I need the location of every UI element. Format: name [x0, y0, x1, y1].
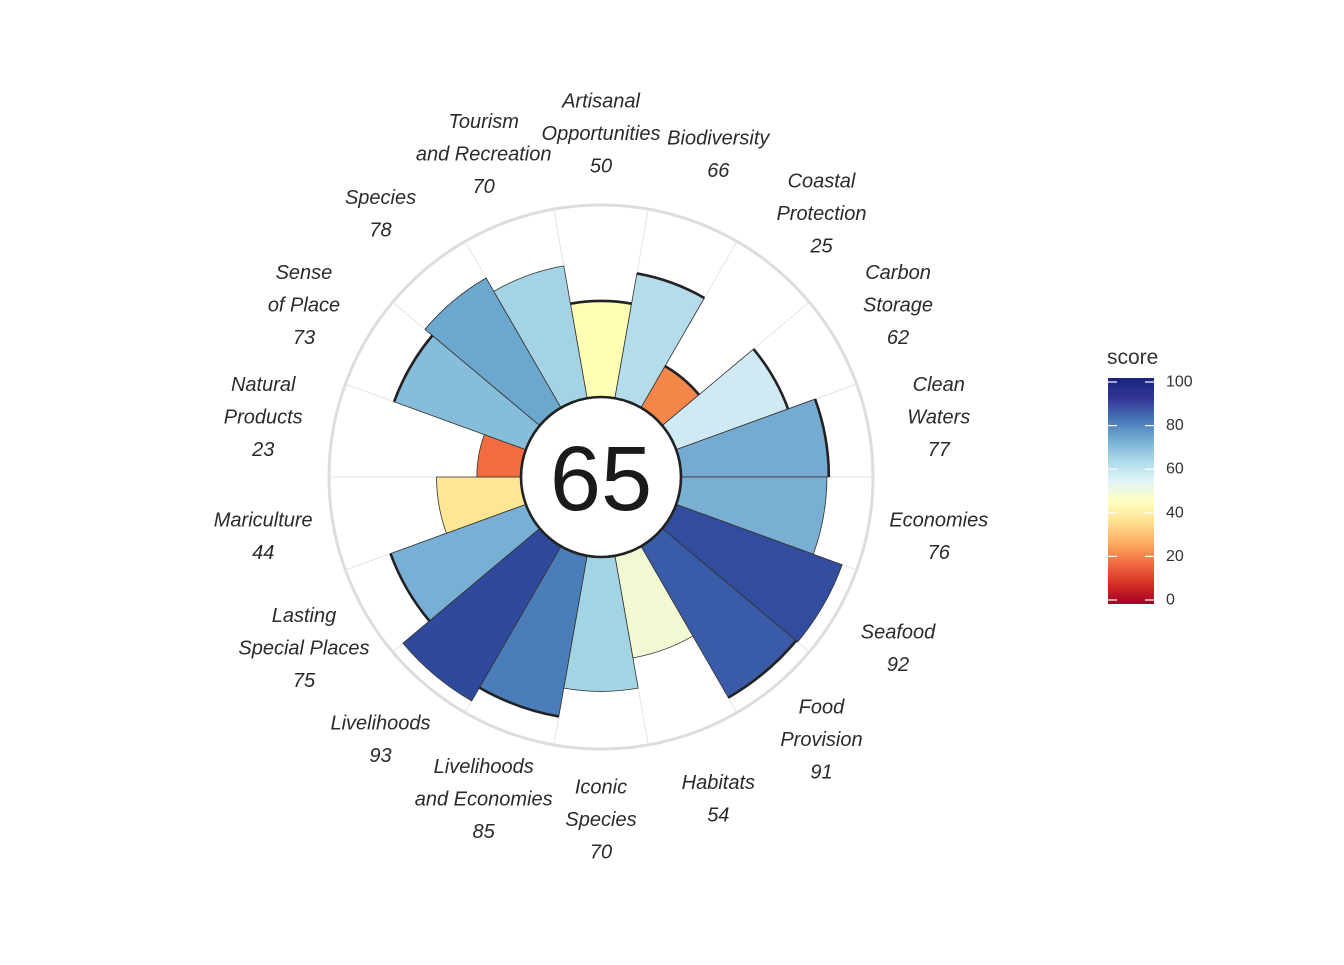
legend-tick-label: 80 — [1166, 417, 1184, 434]
petal-label-artisanal-opportunities: Artisanal Opportunities 50 — [542, 91, 661, 178]
petal-label-economies: Economies 76 — [889, 509, 988, 564]
petal-value: 44 — [252, 542, 274, 564]
petal-label-line: Tourism — [448, 111, 518, 133]
petal-label-line: Iconic — [575, 777, 627, 799]
petal-value: 62 — [887, 327, 909, 349]
petal-carbon-storage-outline — [752, 348, 790, 410]
petal-label-line: Species — [345, 187, 416, 209]
petal-label-line: Waters — [907, 406, 970, 428]
petal-label-line: Artisanal — [561, 91, 640, 113]
petal-value: 77 — [928, 439, 951, 461]
petal-label-habitats: Habitats 54 — [682, 772, 755, 827]
petal-label-natural-products: Natural Products 23 — [224, 374, 303, 461]
petal-value: 73 — [293, 327, 315, 349]
petal-value: 23 — [251, 439, 274, 461]
petal-value: 25 — [809, 236, 833, 258]
legend-tick-label: 60 — [1166, 461, 1184, 478]
petal-value: 54 — [707, 805, 729, 827]
petal-lasting-special-places-outline — [389, 553, 431, 622]
petal-label-line: Biodiversity — [667, 127, 770, 149]
petal-value: 66 — [707, 160, 730, 182]
petal-label-food-provision: Food Provision 91 — [780, 696, 862, 783]
legend-colorbar — [1108, 378, 1154, 604]
petal-label-line: Livelihoods — [330, 713, 430, 735]
petal-biodiversity-outline — [636, 272, 706, 300]
petal-label-clean-waters: Clean Waters 77 — [907, 374, 970, 461]
center-disc — [519, 395, 683, 559]
petal-label-seafood: Seafood 92 — [861, 621, 936, 676]
legend-title: score — [1107, 346, 1158, 369]
petal-value: 70 — [473, 176, 495, 198]
petal-label-line: Carbon — [865, 262, 931, 284]
petal-coastal-protection-outline — [664, 365, 701, 396]
petal-clean-waters-outline — [813, 398, 831, 478]
petal-label-line: Livelihoods — [434, 756, 534, 778]
petal-value: 93 — [369, 745, 391, 767]
petal-livelihoods-and-economies-outline — [478, 686, 559, 718]
petal-label-line: Opportunities — [542, 123, 661, 145]
petal-label-line: and Economies — [415, 788, 553, 810]
petal-value: 76 — [928, 542, 951, 564]
petal-label-mariculture: Mariculture 44 — [214, 509, 313, 564]
petal-artisanal-opportunities-outline — [570, 299, 632, 305]
petal-label-lasting-special-places: Lasting Special Places 75 — [238, 605, 369, 692]
legend-tick-label: 100 — [1166, 374, 1193, 391]
petal-label-line: Seafood — [861, 621, 936, 643]
petal-label-line: Coastal — [788, 171, 856, 193]
legend-tick-label: 20 — [1166, 548, 1184, 565]
petal-label-line: Special Places — [238, 638, 369, 660]
petal-value: 70 — [590, 842, 612, 864]
petal-label-line: Products — [224, 406, 303, 428]
petal-label-line: Clean — [913, 374, 965, 396]
petal-label-line: Economies — [889, 509, 988, 531]
petal-value: 91 — [810, 761, 832, 783]
legend: score 0 20 40 60 80 100 — [1107, 346, 1193, 609]
petal-label-line: and Recreation — [416, 144, 552, 166]
petal-label-sense-of-place: Sense of Place 73 — [268, 262, 340, 349]
petal-label-line: Mariculture — [214, 509, 313, 531]
petal-label-livelihoods: Livelihoods 93 — [330, 713, 430, 768]
petal-label-line: Food — [799, 696, 845, 718]
petal-food-provision-outline — [727, 639, 798, 699]
petal-label-line: Lasting — [272, 605, 337, 627]
petal-label-biodiversity: Biodiversity 66 — [667, 127, 770, 182]
petal-value: 85 — [473, 821, 496, 843]
petal-label-line: Provision — [780, 729, 862, 751]
petal-value: 50 — [590, 156, 612, 178]
legend-tick-label: 40 — [1166, 504, 1184, 521]
petal-label-species: Species 78 — [345, 187, 416, 242]
center-score: 65 — [550, 428, 652, 530]
petal-label-line: Sense — [276, 262, 333, 284]
petal-label-iconic-species: Iconic Species 70 — [565, 777, 636, 864]
petal-label-line: Protection — [776, 203, 866, 225]
petal-label-line: Natural — [231, 374, 296, 396]
petal-label-line: Species — [565, 809, 636, 831]
petal-label-line: Storage — [863, 295, 933, 317]
petal-label-line: of Place — [268, 295, 340, 317]
petal-value: 92 — [887, 654, 909, 676]
petal-label-carbon-storage: Carbon Storage 62 — [863, 262, 933, 349]
petal-sense-of-place-outline — [392, 334, 434, 403]
petal-value: 78 — [369, 219, 391, 241]
petal-label-coastal-protection: Coastal Protection 25 — [776, 171, 866, 258]
petal-label-line: Habitats — [682, 772, 755, 794]
legend-tick-label: 0 — [1166, 592, 1175, 609]
petal-label-tourism-and-recreation: Tourism and Recreation 70 — [416, 111, 552, 198]
petal-label-livelihoods-and-economies: Livelihoods and Economies 85 — [415, 756, 553, 843]
petal-value: 75 — [293, 670, 316, 692]
